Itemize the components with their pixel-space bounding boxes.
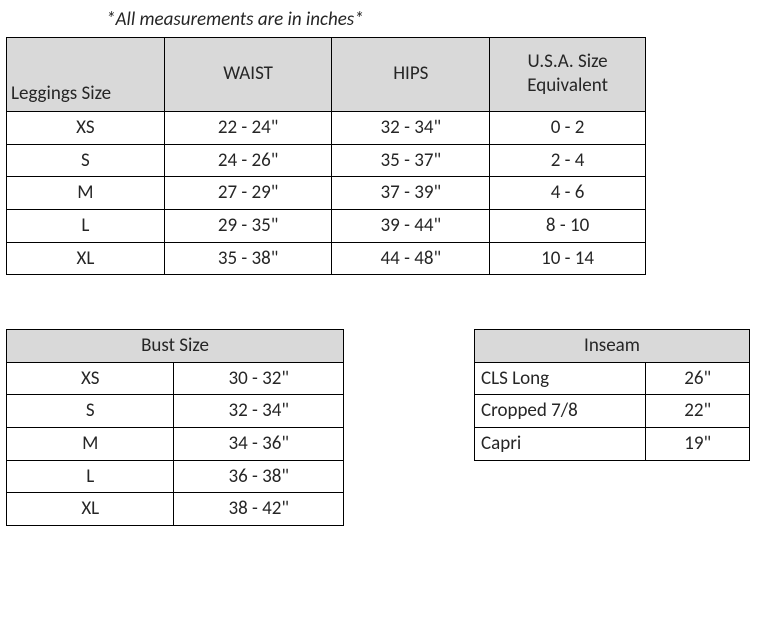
cell-waist: 29 - 35" xyxy=(164,209,332,242)
cell-waist: 35 - 38" xyxy=(164,242,332,275)
cell-range: 34 - 36" xyxy=(174,428,344,461)
cell-value: 22" xyxy=(646,395,750,428)
cell-us: 4 - 6 xyxy=(490,177,646,210)
table-row: XS 22 - 24" 32 - 34" 0 - 2 xyxy=(7,112,646,145)
table-row: L 29 - 35" 39 - 44" 8 - 10 xyxy=(7,209,646,242)
cell-range: 36 - 38" xyxy=(174,460,344,493)
cell-hips: 39 - 44" xyxy=(332,209,490,242)
col-header-hips: HIPS xyxy=(332,38,490,112)
cell-us: 10 - 14 xyxy=(490,242,646,275)
table-header-row: Inseam xyxy=(475,330,750,363)
leggings-size-table: Leggings Size WAIST HIPS U.S.A. Size Equ… xyxy=(6,37,646,275)
cell-size: M xyxy=(7,428,174,461)
col-header-waist: WAIST xyxy=(164,38,332,112)
cell-hips: 37 - 39" xyxy=(332,177,490,210)
cell-label: Cropped 7/8 xyxy=(475,395,646,428)
cell-range: 30 - 32" xyxy=(174,362,344,395)
col-header-inseam: Inseam xyxy=(475,330,750,363)
cell-label: CLS Long xyxy=(475,362,646,395)
table-row: XL 35 - 38" 44 - 48" 10 - 14 xyxy=(7,242,646,275)
table-header-row: Bust Size xyxy=(7,330,344,363)
cell-value: 26" xyxy=(646,362,750,395)
table-row: XS 30 - 32" xyxy=(7,362,344,395)
cell-size: XL xyxy=(7,493,174,526)
cell-size: L xyxy=(7,460,174,493)
cell-range: 32 - 34" xyxy=(174,395,344,428)
table-row: S 32 - 34" xyxy=(7,395,344,428)
table-row: S 24 - 26" 35 - 37" 2 - 4 xyxy=(7,144,646,177)
cell-size: S xyxy=(7,144,165,177)
cell-value: 19" xyxy=(646,428,750,461)
cell-size: M xyxy=(7,177,165,210)
cell-size: XS xyxy=(7,112,165,145)
col-header-us-size: U.S.A. Size Equivalent xyxy=(490,38,646,112)
table-row: XL 38 - 42" xyxy=(7,493,344,526)
table-header-row: Leggings Size WAIST HIPS U.S.A. Size Equ… xyxy=(7,38,646,112)
bust-size-table: Bust Size XS 30 - 32" S 32 - 34" M 34 - … xyxy=(6,329,344,526)
table-row: L 36 - 38" xyxy=(7,460,344,493)
table-row: CLS Long 26" xyxy=(475,362,750,395)
cell-label: Capri xyxy=(475,428,646,461)
cell-size: XS xyxy=(7,362,174,395)
cell-hips: 32 - 34" xyxy=(332,112,490,145)
cell-us: 2 - 4 xyxy=(490,144,646,177)
cell-waist: 24 - 26" xyxy=(164,144,332,177)
cell-size: L xyxy=(7,209,165,242)
table-row: Capri 19" xyxy=(475,428,750,461)
cell-hips: 35 - 37" xyxy=(332,144,490,177)
table-row: Cropped 7/8 22" xyxy=(475,395,750,428)
cell-size: XL xyxy=(7,242,165,275)
cell-us: 0 - 2 xyxy=(490,112,646,145)
cell-waist: 27 - 29" xyxy=(164,177,332,210)
inseam-table: Inseam CLS Long 26" Cropped 7/8 22" Capr… xyxy=(474,329,750,461)
cell-hips: 44 - 48" xyxy=(332,242,490,275)
cell-size: S xyxy=(7,395,174,428)
col-header-bust: Bust Size xyxy=(7,330,344,363)
cell-us: 8 - 10 xyxy=(490,209,646,242)
col-header-leggings-size: Leggings Size xyxy=(7,38,165,112)
table-row: M 27 - 29" 37 - 39" 4 - 6 xyxy=(7,177,646,210)
table-row: M 34 - 36" xyxy=(7,428,344,461)
cell-range: 38 - 42" xyxy=(174,493,344,526)
cell-waist: 22 - 24" xyxy=(164,112,332,145)
measurements-note: *All measurements are in inches* xyxy=(6,8,756,31)
